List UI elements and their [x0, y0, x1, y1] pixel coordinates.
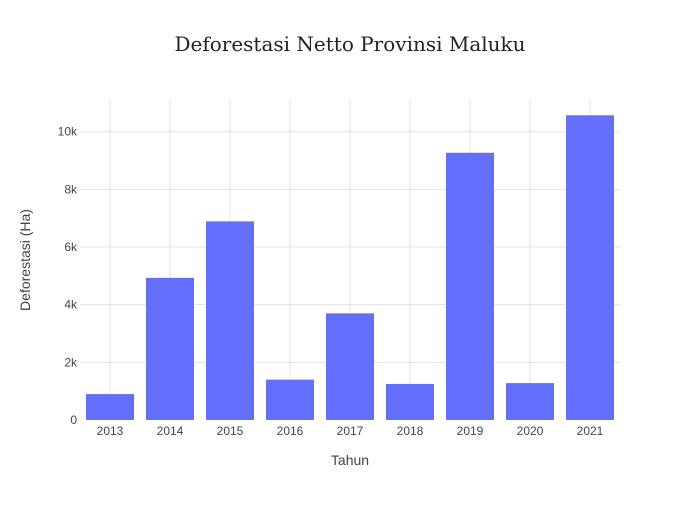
bar-2021[interactable]: [566, 115, 614, 420]
y-axis-title: Deforestasi (Ha): [17, 209, 33, 311]
x-tick-label: 2021: [577, 424, 604, 438]
bar-2019[interactable]: [446, 152, 494, 420]
x-tick-label: 2013: [97, 424, 124, 438]
x-axis-ticks: 2013 2014 2015 2016 2017 2018 2019 2020 2021: [97, 424, 604, 438]
x-tick-label: 2019: [457, 424, 484, 438]
y-tick-label: 4k: [64, 298, 78, 312]
bars: [86, 115, 614, 420]
bar-2018[interactable]: [386, 383, 434, 420]
x-tick-label: 2016: [277, 424, 304, 438]
y-tick-label: 2k: [64, 355, 78, 369]
x-tick-label: 2018: [397, 424, 424, 438]
x-tick-label: 2015: [217, 424, 244, 438]
bar-2017[interactable]: [326, 313, 374, 420]
bar-2013[interactable]: [86, 394, 134, 420]
bar-2020[interactable]: [506, 383, 554, 420]
y-tick-label: 8k: [64, 182, 78, 196]
x-tick-label: 2014: [157, 424, 184, 438]
bar-2014[interactable]: [146, 277, 194, 420]
y-axis-ticks: 0 2k 4k 6k 8k 10k: [58, 125, 78, 427]
bar-2016[interactable]: [266, 379, 314, 420]
y-tick-label: 10k: [58, 125, 78, 139]
x-axis-title: Tahun: [331, 452, 369, 468]
chart-title: Deforestasi Netto Provinsi Maluku: [174, 32, 525, 56]
y-tick-label: 6k: [64, 240, 78, 254]
y-tick-label: 0: [70, 413, 77, 427]
bar-2015[interactable]: [206, 221, 254, 420]
x-tick-label: 2020: [517, 424, 544, 438]
x-tick-label: 2017: [337, 424, 364, 438]
